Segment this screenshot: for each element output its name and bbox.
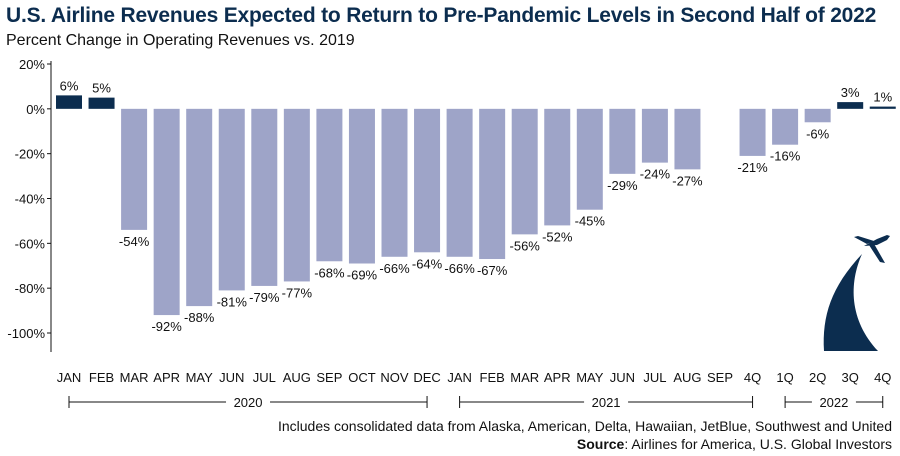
- x-tick-label: AUG: [673, 370, 701, 385]
- data-label: -52%: [542, 229, 573, 244]
- chart-subtitle: Percent Change in Operating Revenues vs.…: [6, 32, 355, 49]
- x-tick-label: JUN: [610, 370, 635, 385]
- bar: [283, 108, 310, 282]
- data-label: 1%: [873, 90, 892, 105]
- x-tick-label: JUL: [253, 370, 276, 385]
- data-label: -66%: [444, 261, 475, 276]
- x-tick-label: MAY: [576, 370, 604, 385]
- bar: [446, 108, 473, 257]
- data-label: -54%: [119, 234, 150, 249]
- source-note: Source: Airlines for America, U.S. Globa…: [577, 435, 892, 453]
- bar: [56, 95, 82, 109]
- data-label: -67%: [477, 263, 508, 278]
- bar: [674, 108, 701, 170]
- x-tick-label: NOV: [380, 370, 409, 385]
- x-tick-label: SEP: [707, 370, 733, 385]
- bar: [869, 106, 896, 109]
- data-label: -24%: [640, 167, 671, 182]
- data-label: 3%: [841, 85, 860, 100]
- y-tick-label: -20%: [15, 147, 46, 162]
- bar: [544, 108, 571, 226]
- data-label: -29%: [607, 178, 638, 193]
- data-note: Includes consolidated data from Alaska, …: [277, 418, 892, 434]
- group-label: 2021: [592, 395, 621, 410]
- x-tick-label: AUG: [283, 370, 311, 385]
- x-tick-label: MAR: [120, 370, 149, 385]
- x-tick-label: JAN: [447, 370, 472, 385]
- bar: [739, 108, 766, 156]
- data-label: -68%: [314, 265, 345, 280]
- source-label: Source: [576, 436, 625, 452]
- bar: [348, 108, 375, 264]
- bar: [772, 108, 799, 145]
- x-tick-label: APR: [544, 370, 571, 385]
- bar: [609, 108, 636, 174]
- x-tick-label: FEB: [480, 370, 505, 385]
- bar: [186, 108, 213, 307]
- y-tick-label: 20%: [19, 57, 45, 72]
- x-tick-label: 2Q: [809, 370, 826, 385]
- bar: [153, 108, 180, 316]
- data-label: 5%: [92, 81, 111, 96]
- y-tick-label: -60%: [15, 236, 46, 251]
- data-label: -69%: [347, 268, 378, 283]
- group-label: 2020: [234, 395, 263, 410]
- x-tick-label: 4Q: [874, 370, 891, 385]
- bar: [641, 108, 668, 163]
- logo-swoosh: [823, 254, 878, 351]
- data-label: -27%: [672, 173, 703, 188]
- x-tick-label: SEP: [316, 370, 342, 385]
- data-label: -88%: [184, 310, 215, 325]
- data-label: -79%: [249, 290, 280, 305]
- bar: [316, 108, 343, 262]
- data-label: -6%: [806, 126, 830, 141]
- bar: [576, 108, 603, 210]
- x-tick-label: JUL: [643, 370, 666, 385]
- bar: [837, 102, 864, 109]
- bar: [251, 108, 278, 286]
- data-label: -92%: [151, 319, 182, 334]
- x-tick-label: JAN: [57, 370, 82, 385]
- airplane-swoosh-icon: [823, 235, 890, 351]
- bar: [414, 108, 441, 253]
- y-tick-label: -100%: [7, 326, 45, 341]
- x-tick-label: FEB: [89, 370, 114, 385]
- data-label: -64%: [412, 256, 443, 271]
- data-label: 6%: [60, 78, 79, 93]
- bar: [88, 97, 115, 109]
- bar: [381, 108, 408, 257]
- bar: [804, 108, 831, 123]
- x-tick-label: APR: [153, 370, 180, 385]
- x-tick-label: 3Q: [842, 370, 859, 385]
- data-label: -45%: [575, 214, 606, 229]
- bar: [218, 108, 245, 291]
- x-tick-label: JUN: [219, 370, 244, 385]
- logo-airplane: [854, 235, 890, 263]
- y-tick-label: -40%: [15, 192, 46, 207]
- data-label: -81%: [217, 294, 248, 309]
- source-text: : Airlines for America, U.S. Global Inve…: [624, 436, 892, 452]
- chart-title: U.S. Airline Revenues Expected to Return…: [6, 4, 877, 27]
- data-label: -16%: [770, 149, 801, 164]
- bar: [479, 108, 506, 260]
- x-tick-label: MAR: [510, 370, 539, 385]
- x-tick-label: MAY: [186, 370, 214, 385]
- bar: [121, 108, 148, 230]
- x-tick-label: 4Q: [744, 370, 761, 385]
- group-label: 2022: [819, 395, 848, 410]
- x-tick-label: OCT: [348, 370, 376, 385]
- bar: [511, 108, 538, 235]
- x-tick-label: 1Q: [776, 370, 793, 385]
- y-tick-label: -80%: [15, 281, 46, 296]
- data-label: -21%: [737, 160, 768, 175]
- y-tick-label: 0%: [26, 102, 45, 117]
- x-tick-label: DEC: [413, 370, 440, 385]
- data-label: -56%: [510, 238, 541, 253]
- data-label: -77%: [282, 285, 313, 300]
- data-label: -66%: [379, 261, 410, 276]
